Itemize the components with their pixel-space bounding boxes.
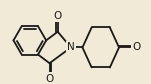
Text: O: O (54, 11, 62, 21)
Text: O: O (45, 74, 54, 84)
Text: O: O (132, 42, 140, 52)
Text: N: N (67, 42, 75, 52)
